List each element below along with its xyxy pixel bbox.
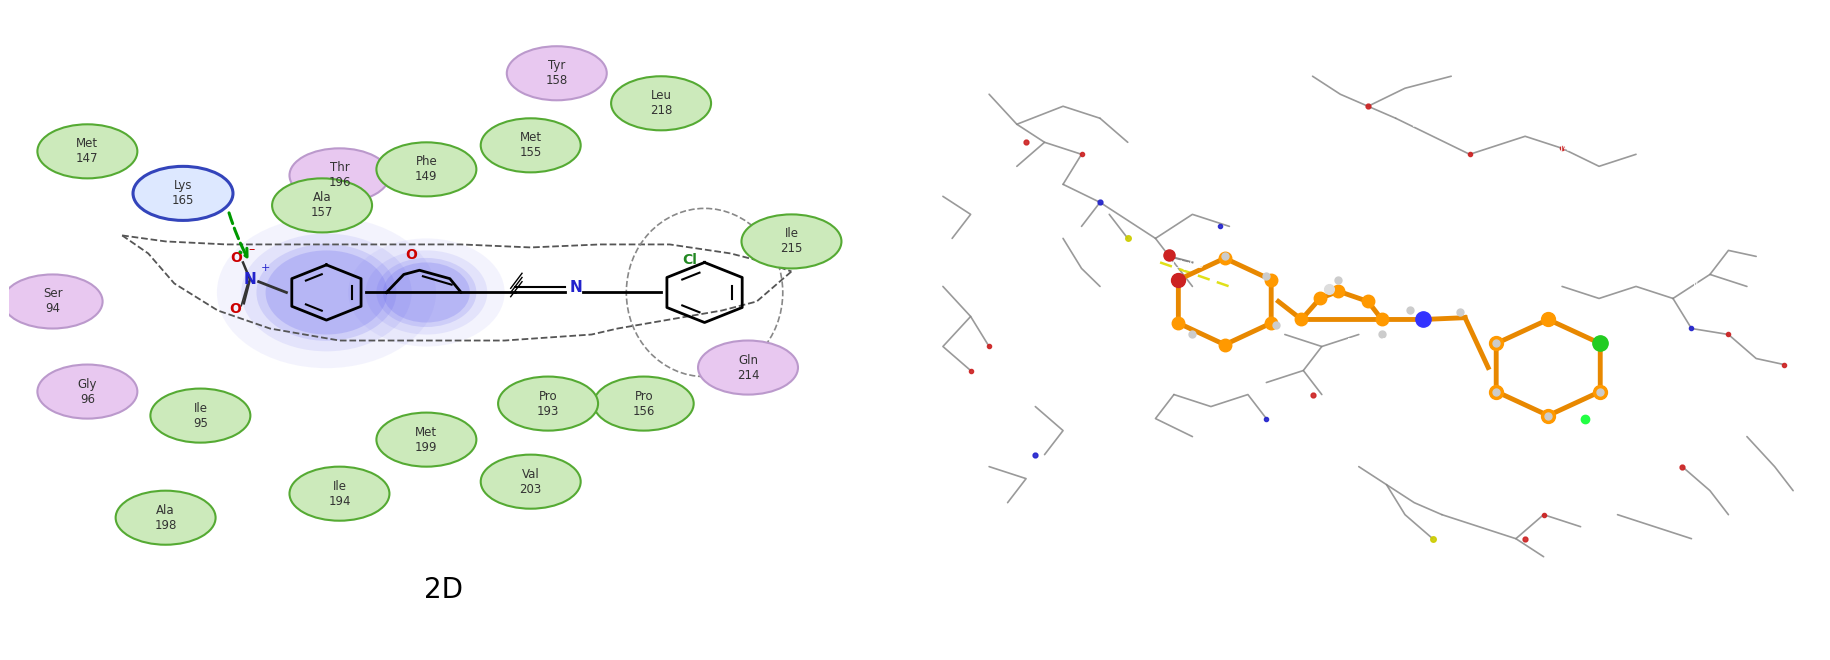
Text: Met
147: Met 147	[77, 137, 99, 166]
Text: Ser94: Ser94	[1135, 116, 1168, 126]
Ellipse shape	[218, 216, 436, 368]
Ellipse shape	[289, 148, 390, 203]
Text: Ile215: Ile215	[1693, 281, 1728, 292]
Ellipse shape	[382, 263, 470, 323]
Ellipse shape	[697, 341, 798, 395]
Text: Val203: Val203	[1579, 281, 1618, 292]
Ellipse shape	[611, 77, 712, 130]
Text: Leu218: Leu218	[1634, 321, 1674, 331]
Ellipse shape	[481, 455, 580, 509]
Text: Val
203: Val 203	[520, 468, 542, 496]
Text: N: N	[243, 272, 256, 286]
Text: Ala
198: Ala 198	[154, 504, 178, 532]
Text: Met199: Met199	[1559, 143, 1601, 153]
Text: Ala
157: Ala 157	[311, 191, 333, 219]
Text: Tyr158: Tyr158	[1367, 433, 1405, 443]
Text: Lys165: Lys165	[1210, 416, 1248, 426]
Ellipse shape	[498, 377, 598, 430]
Text: +: +	[262, 263, 271, 273]
Text: O: O	[229, 302, 242, 316]
Ellipse shape	[593, 377, 694, 430]
Text: O: O	[406, 248, 417, 262]
Ellipse shape	[377, 412, 476, 467]
Text: Phe149: Phe149	[1347, 339, 1389, 348]
Text: Met155: Met155	[1380, 532, 1422, 542]
Text: Thr
196: Thr 196	[328, 161, 351, 189]
Ellipse shape	[741, 214, 842, 269]
Text: Ile95: Ile95	[1100, 176, 1127, 186]
Ellipse shape	[377, 143, 476, 197]
Ellipse shape	[377, 258, 476, 327]
Ellipse shape	[37, 124, 137, 178]
Text: Met
155: Met 155	[520, 131, 542, 159]
Ellipse shape	[2, 275, 102, 329]
Text: Pro
193: Pro 193	[536, 389, 560, 418]
Text: Met14: Met14	[1184, 234, 1219, 244]
Ellipse shape	[507, 46, 608, 100]
Text: Entry: 116/140
mol: 1: Entry: 116/140 mol: 1	[911, 61, 994, 84]
Text: N: N	[569, 280, 582, 295]
Ellipse shape	[242, 234, 412, 351]
Text: Met
199: Met 199	[415, 426, 437, 453]
Text: O: O	[231, 251, 242, 265]
Text: Thr196: Thr196	[1340, 71, 1378, 81]
Text: Ser
94: Ser 94	[42, 288, 62, 315]
Text: Leu
218: Leu 218	[650, 89, 672, 117]
Ellipse shape	[265, 250, 388, 335]
Text: Lys
165: Lys 165	[172, 180, 194, 207]
Text: Pro
156: Pro 156	[633, 389, 655, 418]
Text: Phe
149: Phe 149	[415, 155, 437, 183]
Text: Ala157: Ala157	[1594, 472, 1632, 482]
Text: Ile
215: Ile 215	[780, 228, 803, 255]
Text: Gln214: Gln214	[1709, 374, 1748, 385]
Text: Pro193: Pro193	[1488, 254, 1526, 265]
Text: 2D: 2D	[425, 576, 463, 604]
Text: –: –	[249, 243, 254, 255]
Ellipse shape	[150, 389, 251, 443]
Text: Pro156: Pro156	[1482, 561, 1521, 571]
Text: Ile
95: Ile 95	[192, 401, 209, 430]
Ellipse shape	[256, 244, 397, 341]
Ellipse shape	[115, 490, 216, 544]
Ellipse shape	[481, 118, 580, 172]
Text: Gln
214: Gln 214	[737, 354, 759, 381]
Ellipse shape	[37, 364, 137, 418]
Ellipse shape	[348, 238, 505, 346]
Ellipse shape	[366, 250, 487, 335]
Text: Ile
194: Ile 194	[328, 480, 351, 508]
Text: Gly96: Gly96	[1171, 261, 1204, 271]
Text: Cl: Cl	[683, 253, 697, 267]
Ellipse shape	[134, 166, 232, 220]
Ellipse shape	[289, 467, 390, 521]
Text: Tyr
158: Tyr 158	[545, 59, 567, 87]
Text: Gly
96: Gly 96	[77, 378, 97, 406]
Ellipse shape	[273, 178, 371, 232]
Text: Ala198: Ala198	[1413, 119, 1453, 129]
